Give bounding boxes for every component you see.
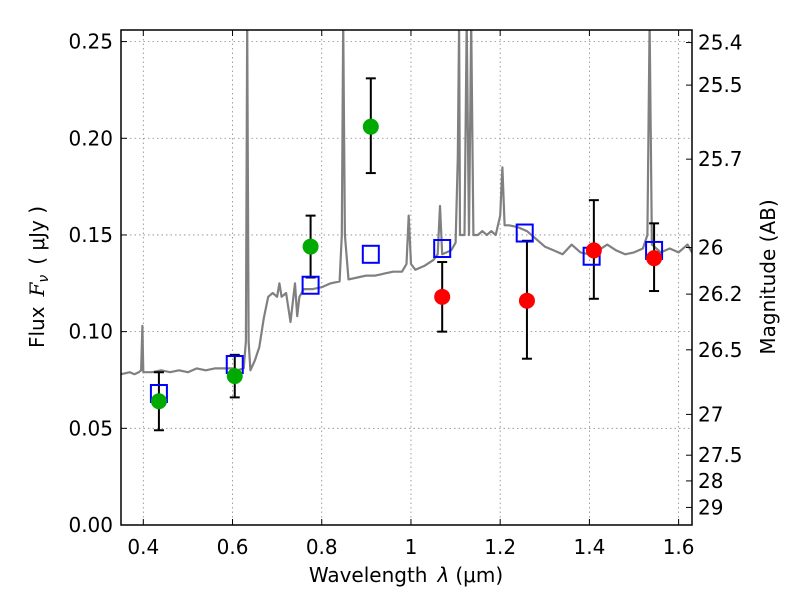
- model-box-marker: [361, 244, 380, 264]
- y2-tick-label: 28: [698, 469, 723, 493]
- x-tick-label: 0.6: [217, 535, 249, 559]
- model-box-marker: [515, 223, 534, 243]
- y-tick-label: 0.15: [68, 223, 113, 247]
- spectrum-series: [121, 30, 692, 376]
- x-tick-label: 1.2: [484, 535, 516, 559]
- y-tick-label: 0.10: [68, 320, 113, 344]
- spectrum-line: [121, 30, 692, 376]
- y2-tick-label: 26: [698, 236, 723, 260]
- y-axis-label: FluxFν( μJy ): [25, 206, 52, 348]
- y2-tick-label: 25.5: [698, 73, 743, 97]
- y2-tick-label: 25.4: [698, 31, 743, 55]
- red-data-point: [585, 242, 602, 259]
- y2-tick-label: 25.7: [698, 147, 743, 171]
- y2-tick-label: 27.5: [698, 443, 743, 467]
- x-tick-label: 1: [405, 535, 418, 559]
- y2-tick-label: 27: [698, 402, 723, 426]
- y2-axis-label: Magnitude (AB): [756, 199, 780, 354]
- y2-tick-label: 29: [698, 495, 723, 519]
- model-box-marker: [301, 275, 320, 295]
- y-tick-label: 0.05: [68, 416, 113, 440]
- x-tick-label: 1.4: [573, 535, 605, 559]
- y-tick-label: 0.00: [68, 513, 113, 537]
- y-tick-label: 0.20: [68, 126, 113, 150]
- green-data-point: [362, 118, 379, 135]
- ticks: 0.4 0.6 0.8 1 1.2 1.4 1.6 0.00 0.05 0.10 0.15 0.20 0…: [68, 30, 742, 559]
- green-data-point: [150, 393, 167, 410]
- green-data-point: [302, 238, 319, 255]
- y-tick-label: 0.25: [68, 30, 113, 54]
- model-box-marker: [433, 238, 452, 258]
- photometry-point-series: [150, 118, 663, 410]
- x-axis-label: Wavelength λ (μm): [309, 563, 503, 587]
- red-data-point: [518, 292, 535, 309]
- red-data-point: [646, 250, 663, 267]
- red-data-point: [434, 288, 451, 305]
- green-data-point: [226, 368, 243, 385]
- plot-frame: [120, 29, 693, 526]
- x-tick-label: 0.8: [306, 535, 338, 559]
- x-tick-label: 0.4: [127, 535, 159, 559]
- y2-tick-label: 26.5: [698, 338, 743, 362]
- x-tick-label: 1.6: [663, 535, 695, 559]
- grid: [121, 30, 692, 526]
- y2-tick-label: 26.2: [698, 282, 743, 306]
